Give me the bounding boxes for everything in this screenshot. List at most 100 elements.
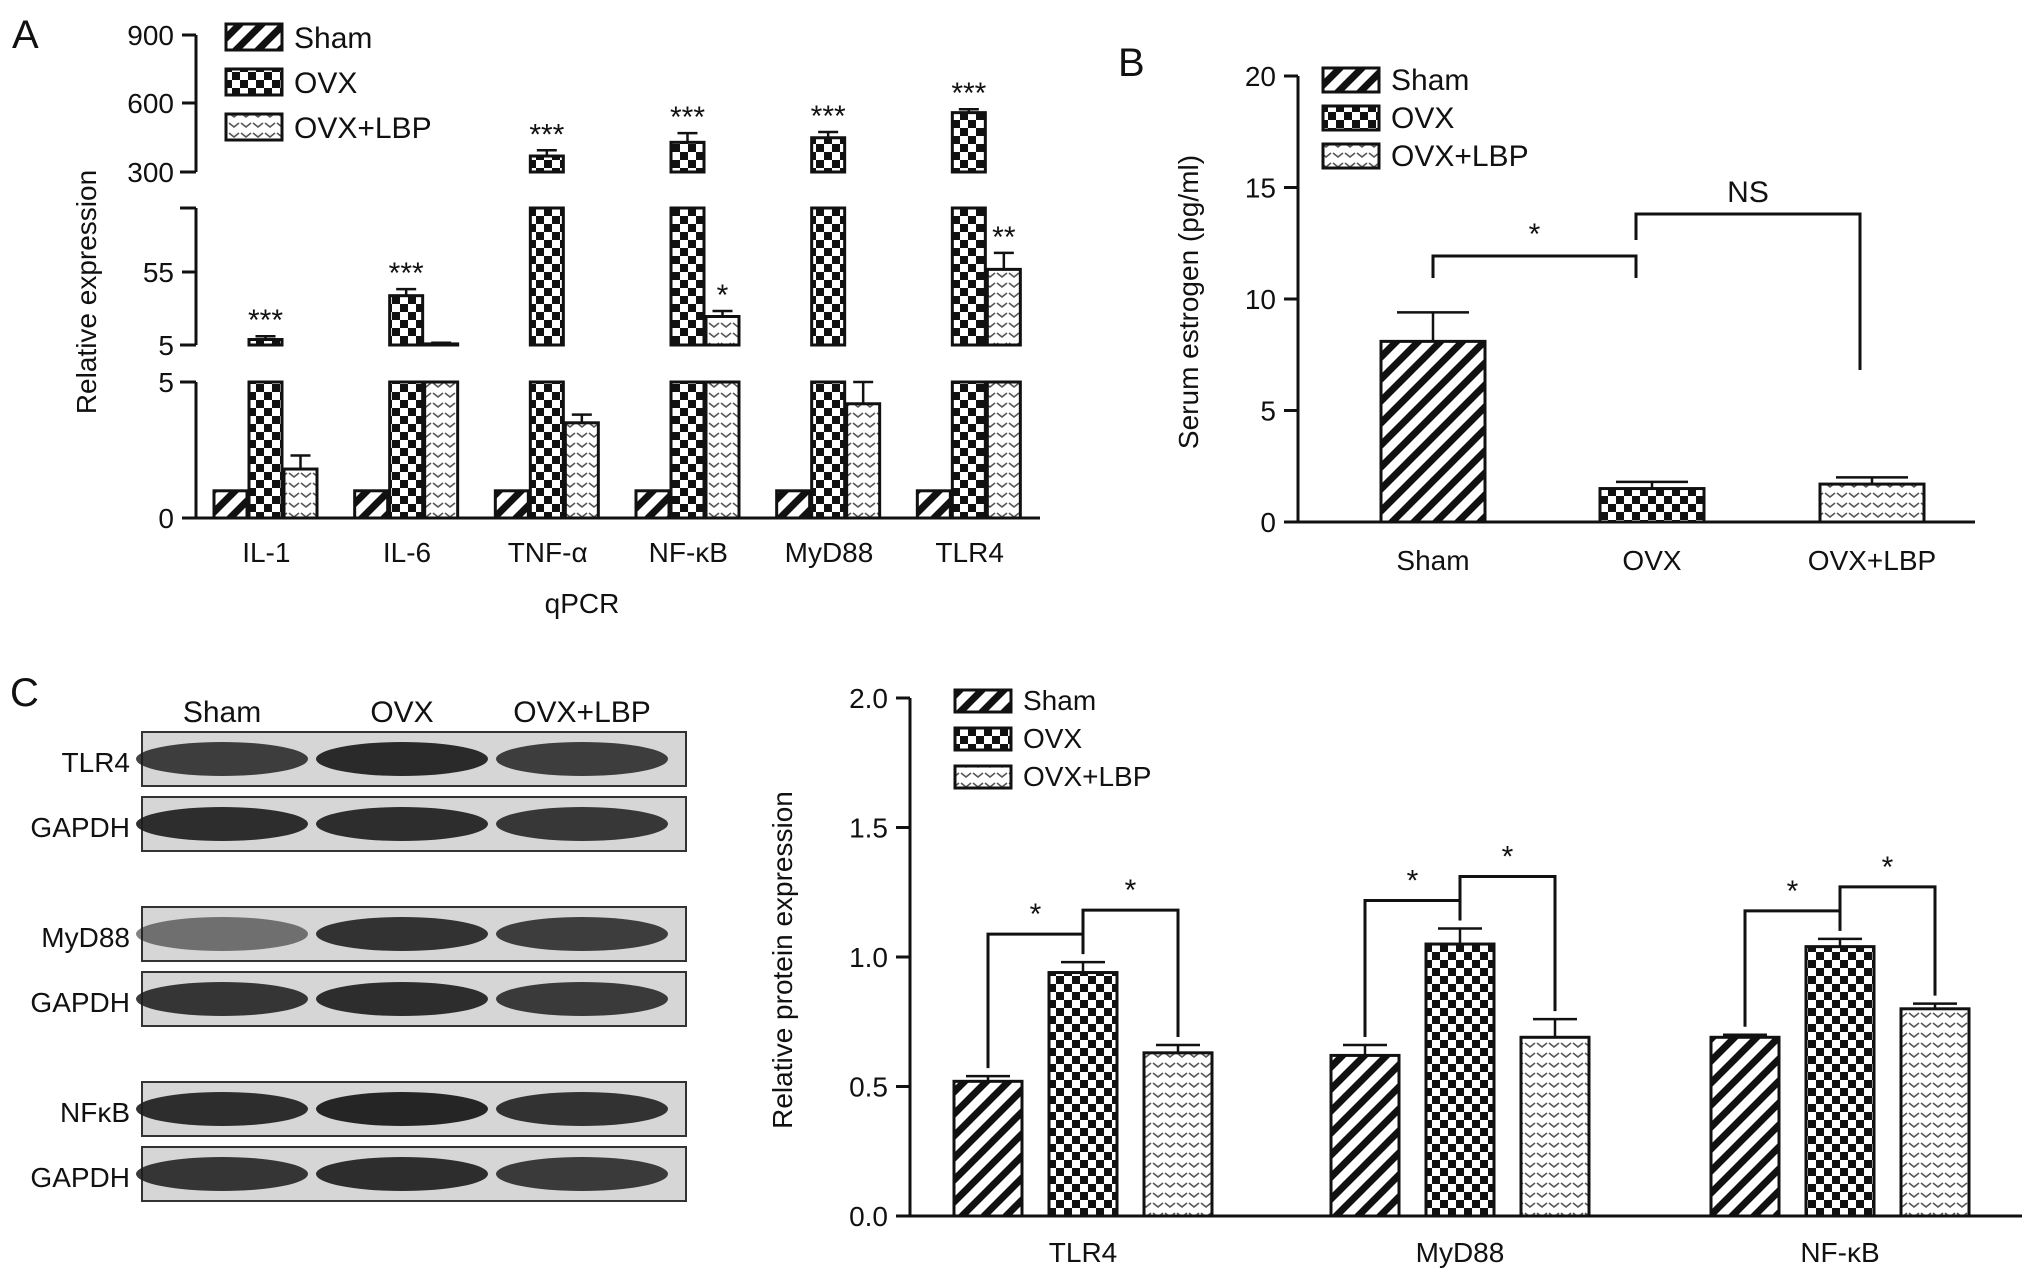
blot-band-gapdh-5-lane-0	[136, 1157, 308, 1191]
panel-b-x-tick-label-sham: Sham	[1396, 545, 1469, 576]
panel-b-x-tick-label-ovx-lbp: OVX+LBP	[1808, 545, 1936, 576]
panel-c-y-axis-label: Relative protein expression	[767, 791, 798, 1129]
panel-a-bar-il-1-sham-segment-0	[212, 489, 249, 520]
panel-c-y-tick-label-0-5: 0.5	[849, 1072, 888, 1103]
panel-a-letter: A	[12, 13, 39, 57]
panel-a-legend-label-ovx-lbp: OVX+LBP	[294, 112, 432, 145]
blot-row-label-gapdh-5: GAPDH	[30, 1162, 130, 1193]
blot-lane-header-ovx: OVX	[370, 696, 433, 729]
panel-a-bar-nf-b-ovx-segment-0	[669, 380, 706, 520]
panel-a-bar-il-6-ovx-segment-1	[388, 294, 425, 347]
panel-a-x-tick-label-tlr4: TLR4	[935, 537, 1003, 568]
blot-lane-header-sham: Sham	[183, 696, 261, 729]
panel-a-bar-myd88-ovx-significance: ***	[811, 100, 846, 133]
panel-a-bar-tlr4-ovx-lbp-segment-0	[985, 380, 1022, 520]
panel-b-bar-ovx-lbp	[1818, 482, 1926, 524]
panel-a-bar-il-6-ovx-segment-0	[388, 380, 425, 520]
panel-c-bracket-label-tlr4-ovx-lbp: *	[1125, 874, 1137, 907]
blot-band-tlr4-0-lane-2	[496, 742, 668, 776]
panel-c-legend-label-ovx-lbp: OVX+LBP	[1023, 761, 1151, 792]
panel-a-bar-myd88-ovx-lbp-segment-0	[845, 402, 882, 520]
panel-b-legend-label-sham: Sham	[1391, 64, 1469, 97]
blot-band-gapdh-5-lane-2	[496, 1157, 668, 1191]
panel-a-y-tick-label-900: 900	[127, 20, 174, 51]
blot-band-gapdh-3-lane-1	[316, 982, 488, 1016]
panel-b-y-tick-label-15: 15	[1245, 173, 1276, 204]
panel-a-y-axis-label: Relative expression	[71, 170, 102, 414]
blot-row-label-gapdh-1: GAPDH	[30, 812, 130, 843]
panel-c-legend-swatch-sham	[953, 688, 1013, 714]
panel-c-y-tick-label-2-0: 2.0	[849, 683, 888, 714]
blot-band-nf-b-4-lane-2	[496, 1092, 668, 1126]
panel-b-legend-label-ovx: OVX	[1391, 102, 1454, 135]
panel-a-x-axis-label: qPCR	[545, 588, 620, 619]
panel-c-bar-nf-b-ovx	[1804, 945, 1876, 1218]
panel-a-bar-myd88-ovx-segment-2	[810, 136, 847, 174]
panel-a-bar-tlr4-ovx-significance: ***	[951, 77, 986, 110]
panel-c-bracket-tlr4-sham-ovx	[986, 932, 1085, 1069]
panel-b-x-tick-label-ovx: OVX	[1622, 545, 1681, 576]
panel-b-bracket-label-0: *	[1529, 218, 1541, 251]
panel-b-y-axis-label: Serum estrogen (pg/ml)	[1173, 155, 1204, 449]
panel-a-x-tick-label-il-6: IL-6	[383, 537, 431, 568]
panel-a-y-tick-label-0: 0	[158, 503, 174, 534]
blot-row-label-myd88-2: MyD88	[41, 922, 130, 953]
panel-c-bars: TLR4 * * MyD88 * * NF-κB * *	[952, 841, 1971, 1268]
panel-b-bar-sham	[1379, 339, 1487, 524]
panel-c-bracket-nf-b-sham-ovx	[1743, 909, 1842, 1027]
panel-c-legend-swatch-ovx-lbp	[953, 764, 1013, 790]
panel-c-bar-myd88-sham	[1329, 1053, 1401, 1218]
panel-a-bar-tlr4-sham-segment-0	[915, 489, 952, 520]
panel-a-legend-swatch-sham	[224, 22, 284, 52]
panel-a-bar-il-1-ovx-significance: ***	[248, 304, 283, 337]
panel-a-x-tick-label-il-1: IL-1	[242, 537, 290, 568]
panel-a-bar-il-1-ovx-segment-0	[247, 380, 284, 520]
panel-a-bar-il-6-ovx-significance: ***	[389, 257, 424, 290]
blot-band-gapdh-1-lane-1	[316, 807, 488, 841]
panel-a-bar-il-6-ovx-lbp-segment-1	[423, 342, 460, 347]
western-blot-image: Sham OVX OVX+LBP TLR4 GAPDH MyD88 GAPDH NFκB GAP…	[30, 696, 687, 1202]
panel-a-bar-il-1-ovx-segment-1	[247, 338, 284, 347]
blot-band-gapdh-5-lane-1	[316, 1157, 488, 1191]
blot-band-myd88-2-lane-2	[496, 917, 668, 951]
panel-c-bracket-tlr4-ovx-lbp	[1081, 908, 1180, 1038]
panel-c-legend-label-sham: Sham	[1023, 685, 1096, 716]
panel-c-bracket-label-nf-b-ovx-lbp: *	[1882, 851, 1894, 884]
panel-b-bracket-1	[1634, 212, 1862, 370]
panel-c-bracket-myd88-ovx-lbp	[1458, 875, 1557, 1012]
panel-a-x-tick-label-tnf: TNF-α	[508, 537, 588, 568]
panel-a-x-tick-label-nf-b: NF-κB	[649, 537, 728, 568]
blot-row-label-tlr4-0: TLR4	[62, 747, 130, 778]
panel-a-bar-nf-b-ovx-lbp-significance: *	[717, 279, 729, 312]
panel-c-x-tick-label-tlr4: TLR4	[1049, 1237, 1117, 1268]
panel-c-legend: Sham OVX OVX+LBP	[953, 685, 1151, 792]
panel-a-bar-tnf-ovx-segment-0	[528, 380, 565, 520]
panel-a-bar-il-6-ovx-lbp-segment-0	[423, 380, 460, 520]
panel-b-bracket-0	[1431, 254, 1638, 278]
panel-b-y-tick-label-5: 5	[1260, 396, 1276, 427]
panel-a-bar-il-1-ovx-lbp-segment-0	[282, 467, 319, 520]
panel-a-y-tick-label-600: 600	[127, 88, 174, 119]
blot-band-myd88-2-lane-1	[316, 917, 488, 951]
panel-c-bracket-label-myd88-sham-ovx: *	[1407, 865, 1419, 898]
panel-b-y-tick-label-20: 20	[1245, 61, 1276, 92]
panel-a-legend-swatch-ovx-lbp	[224, 112, 284, 142]
panel-b-legend-label-ovx-lbp: OVX+LBP	[1391, 140, 1529, 173]
panel-a-bar-tnf-ovx-lbp-segment-0	[563, 421, 600, 520]
panel-b-bracket-label-1: NS	[1727, 176, 1769, 209]
panel-c-x-tick-label-myd88: MyD88	[1416, 1237, 1505, 1268]
panel-a-legend: Sham OVX OVX+LBP	[224, 22, 432, 145]
panel-a-bar-tnf-sham-segment-0	[493, 489, 530, 520]
panel-a-bar-tlr4-ovx-segment-2	[950, 111, 987, 174]
panel-c-bracket-nf-b-ovx-lbp	[1838, 885, 1937, 996]
blot-row-label-gapdh-3: GAPDH	[30, 987, 130, 1018]
panel-c-bar-myd88-ovx-lbp	[1519, 1035, 1591, 1218]
panel-c-western-blot: C Sham OVX OVX+LBP TLR4 GAPDH MyD88 GAPDH NFκB G…	[10, 671, 2022, 1268]
blot-band-gapdh-1-lane-2	[496, 807, 668, 841]
panel-c-y-tick-label-1-0: 1.0	[849, 942, 888, 973]
panel-a-bar-nf-b-ovx-lbp-segment-0	[704, 380, 741, 520]
panel-c-legend-swatch-ovx	[953, 726, 1013, 752]
panel-a-legend-swatch-ovx	[224, 67, 284, 97]
